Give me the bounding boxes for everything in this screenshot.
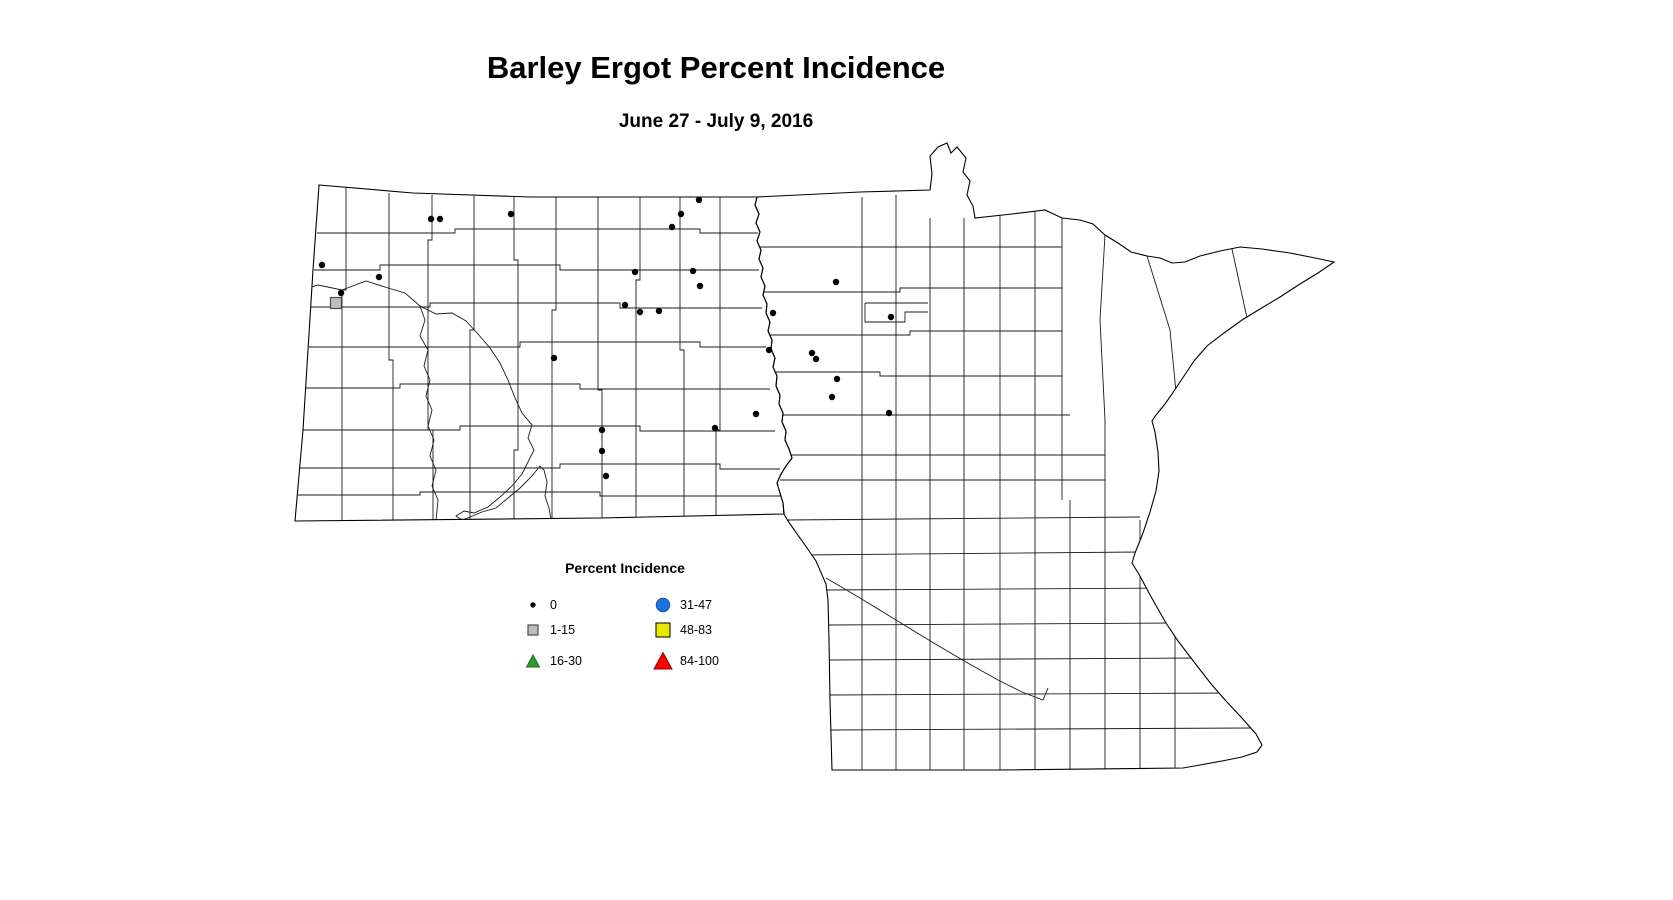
green-triangle-icon	[525, 653, 541, 668]
map-marker	[695, 196, 703, 204]
map-marker	[655, 307, 663, 315]
map-marker	[696, 282, 704, 290]
gray-square-icon	[527, 624, 539, 636]
map-marker	[832, 278, 840, 286]
map-marker	[598, 426, 606, 434]
map-marker	[677, 210, 685, 218]
north-dakota-county-lines	[295, 185, 782, 521]
map-marker	[668, 223, 676, 231]
map-marker	[887, 313, 895, 321]
north-dakota-outline	[294, 184, 793, 522]
minnesota-county-lines	[758, 195, 1251, 770]
legend-item-31-47: 31-47	[650, 594, 712, 616]
red-triangle-icon	[653, 651, 673, 670]
legend: Percent Incidence 0 1-15 16-30 31-47	[500, 560, 750, 685]
legend-label: 84-100	[680, 654, 719, 668]
legend-title: Percent Incidence	[565, 560, 685, 576]
blue-circle-icon	[655, 597, 671, 613]
dot-icon	[530, 602, 536, 608]
minnesota-outline	[754, 142, 1336, 771]
map-marker	[337, 289, 345, 297]
map-marker	[808, 349, 816, 357]
legend-item-1-15: 1-15	[520, 619, 575, 641]
map-marker	[631, 268, 639, 276]
map-marker	[769, 309, 777, 317]
legend-label: 0	[550, 598, 557, 612]
map-marker	[427, 215, 435, 223]
minnesota-river-line	[825, 577, 1049, 701]
map-marker	[885, 409, 893, 417]
map-marker	[550, 354, 558, 362]
map-marker	[621, 301, 629, 309]
map-marker	[752, 410, 760, 418]
map-marker	[765, 346, 773, 354]
map-marker	[812, 355, 820, 363]
legend-label: 1-15	[550, 623, 576, 637]
legend-item-0: 0	[520, 594, 557, 616]
map-marker	[329, 296, 343, 310]
missouri-river-line	[295, 280, 552, 521]
figure-subtitle: June 27 - July 9, 2016	[618, 111, 814, 132]
map-marker	[828, 393, 836, 401]
map-marker	[598, 447, 606, 455]
legend-label: 16-30	[550, 654, 582, 668]
legend-label: 48-83	[680, 623, 712, 637]
map-marker	[833, 375, 841, 383]
map-marker	[602, 472, 610, 480]
map-marker	[636, 308, 644, 316]
map-marker	[711, 424, 719, 432]
legend-item-16-30: 16-30	[520, 650, 582, 672]
markers-layer	[318, 196, 895, 480]
figure-title: Barley Ergot Percent Incidence	[486, 50, 946, 85]
map-marker	[318, 261, 326, 269]
yellow-square-icon	[655, 622, 671, 638]
map-marker	[375, 273, 383, 281]
legend-item-48-83: 48-83	[650, 619, 712, 641]
map-marker	[436, 215, 444, 223]
legend-item-84-100: 84-100	[650, 650, 719, 672]
map-marker	[507, 210, 515, 218]
map-marker	[689, 267, 697, 275]
legend-label: 31-47	[680, 598, 712, 612]
